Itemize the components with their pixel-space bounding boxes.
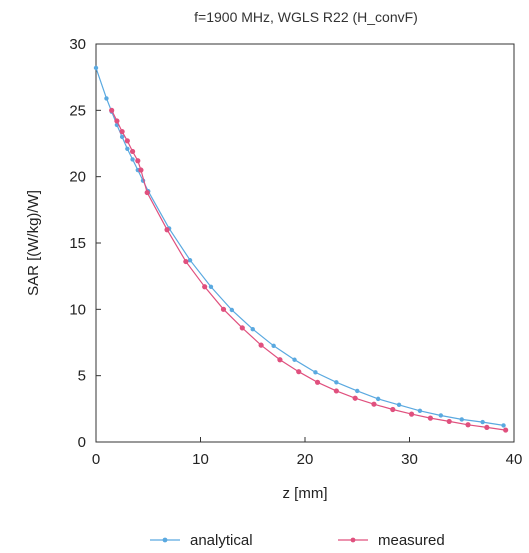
measured-point (314, 379, 321, 385)
measured-point (239, 325, 245, 331)
analytical-point (119, 134, 125, 140)
legend: analytical measured (150, 532, 445, 549)
measured-point (408, 411, 415, 417)
x-tick-label: 0 (92, 451, 100, 468)
y-tick-label: 5 (78, 368, 86, 385)
y-tick-label: 25 (69, 102, 86, 119)
analytical-point (501, 423, 506, 428)
analytical-point (417, 408, 423, 414)
analytical-point (130, 157, 135, 162)
plot-area (95, 43, 515, 443)
measured-point (465, 422, 471, 428)
axis-ticks: 0 10 20 30 40 0 5 10 15 20 25 30 (69, 36, 522, 468)
measured-point (164, 227, 170, 233)
x-tick-label: 20 (297, 451, 314, 468)
measured-point (119, 128, 125, 135)
measured-point (503, 427, 509, 433)
y-tick-label: 30 (69, 36, 86, 53)
measured-point (333, 388, 339, 394)
measured-point (371, 401, 377, 407)
measured-point (144, 189, 150, 196)
data-series (93, 65, 509, 433)
legend-label: analytical (190, 532, 253, 549)
analytical-point (250, 327, 255, 332)
measured-point (135, 158, 141, 164)
measured-point (220, 306, 227, 312)
measured-point (427, 415, 433, 421)
measured-point (390, 406, 396, 413)
legend-marker (350, 537, 356, 543)
measured-point (109, 107, 115, 113)
y-axis-label: SAR [(W/kg)/W] (25, 190, 42, 296)
legend-item-measured: measured (338, 532, 445, 549)
measured-point (484, 424, 490, 431)
analytical-point (104, 96, 109, 101)
analytical-point (125, 146, 130, 152)
analytical-point (375, 396, 381, 402)
x-tick-label: 10 (192, 451, 209, 468)
analytical-point (229, 307, 235, 313)
measured-point (183, 258, 189, 265)
analytical-point (313, 370, 318, 375)
measured-point (352, 395, 358, 401)
analytical-point (480, 419, 485, 425)
analytical-point (396, 402, 402, 408)
measured-point (124, 138, 130, 144)
measured-point (138, 167, 144, 173)
analytical-point (271, 343, 276, 349)
measured-point (129, 148, 136, 155)
x-axis-label: z [mm] (283, 485, 328, 502)
x-tick-label: 40 (506, 451, 523, 468)
analytical-point (438, 413, 444, 418)
measured-point (114, 118, 120, 124)
measured-point (446, 418, 452, 425)
measured-point (258, 342, 264, 348)
analytical-point (459, 417, 464, 422)
legend-label: measured (378, 532, 445, 549)
legend-marker (162, 537, 168, 543)
legend-item-analytical: analytical (150, 532, 253, 549)
series-measured (109, 107, 509, 433)
measured-point (202, 284, 208, 290)
chart-title: f=1900 MHz, WGLS R22 (H_convF) (194, 9, 418, 25)
analytical-point (187, 258, 193, 263)
y-tick-label: 0 (78, 434, 86, 451)
analytical-point (334, 380, 339, 385)
analytical-point (355, 388, 360, 394)
y-tick-label: 10 (69, 301, 86, 318)
analytical-point (93, 65, 99, 71)
x-tick-label: 30 (401, 451, 418, 468)
y-tick-label: 20 (69, 169, 86, 186)
y-tick-label: 15 (69, 235, 86, 252)
measured-point (277, 357, 283, 363)
analytical-point (208, 284, 214, 289)
measured-point (296, 369, 302, 375)
analytical-point (292, 357, 297, 362)
